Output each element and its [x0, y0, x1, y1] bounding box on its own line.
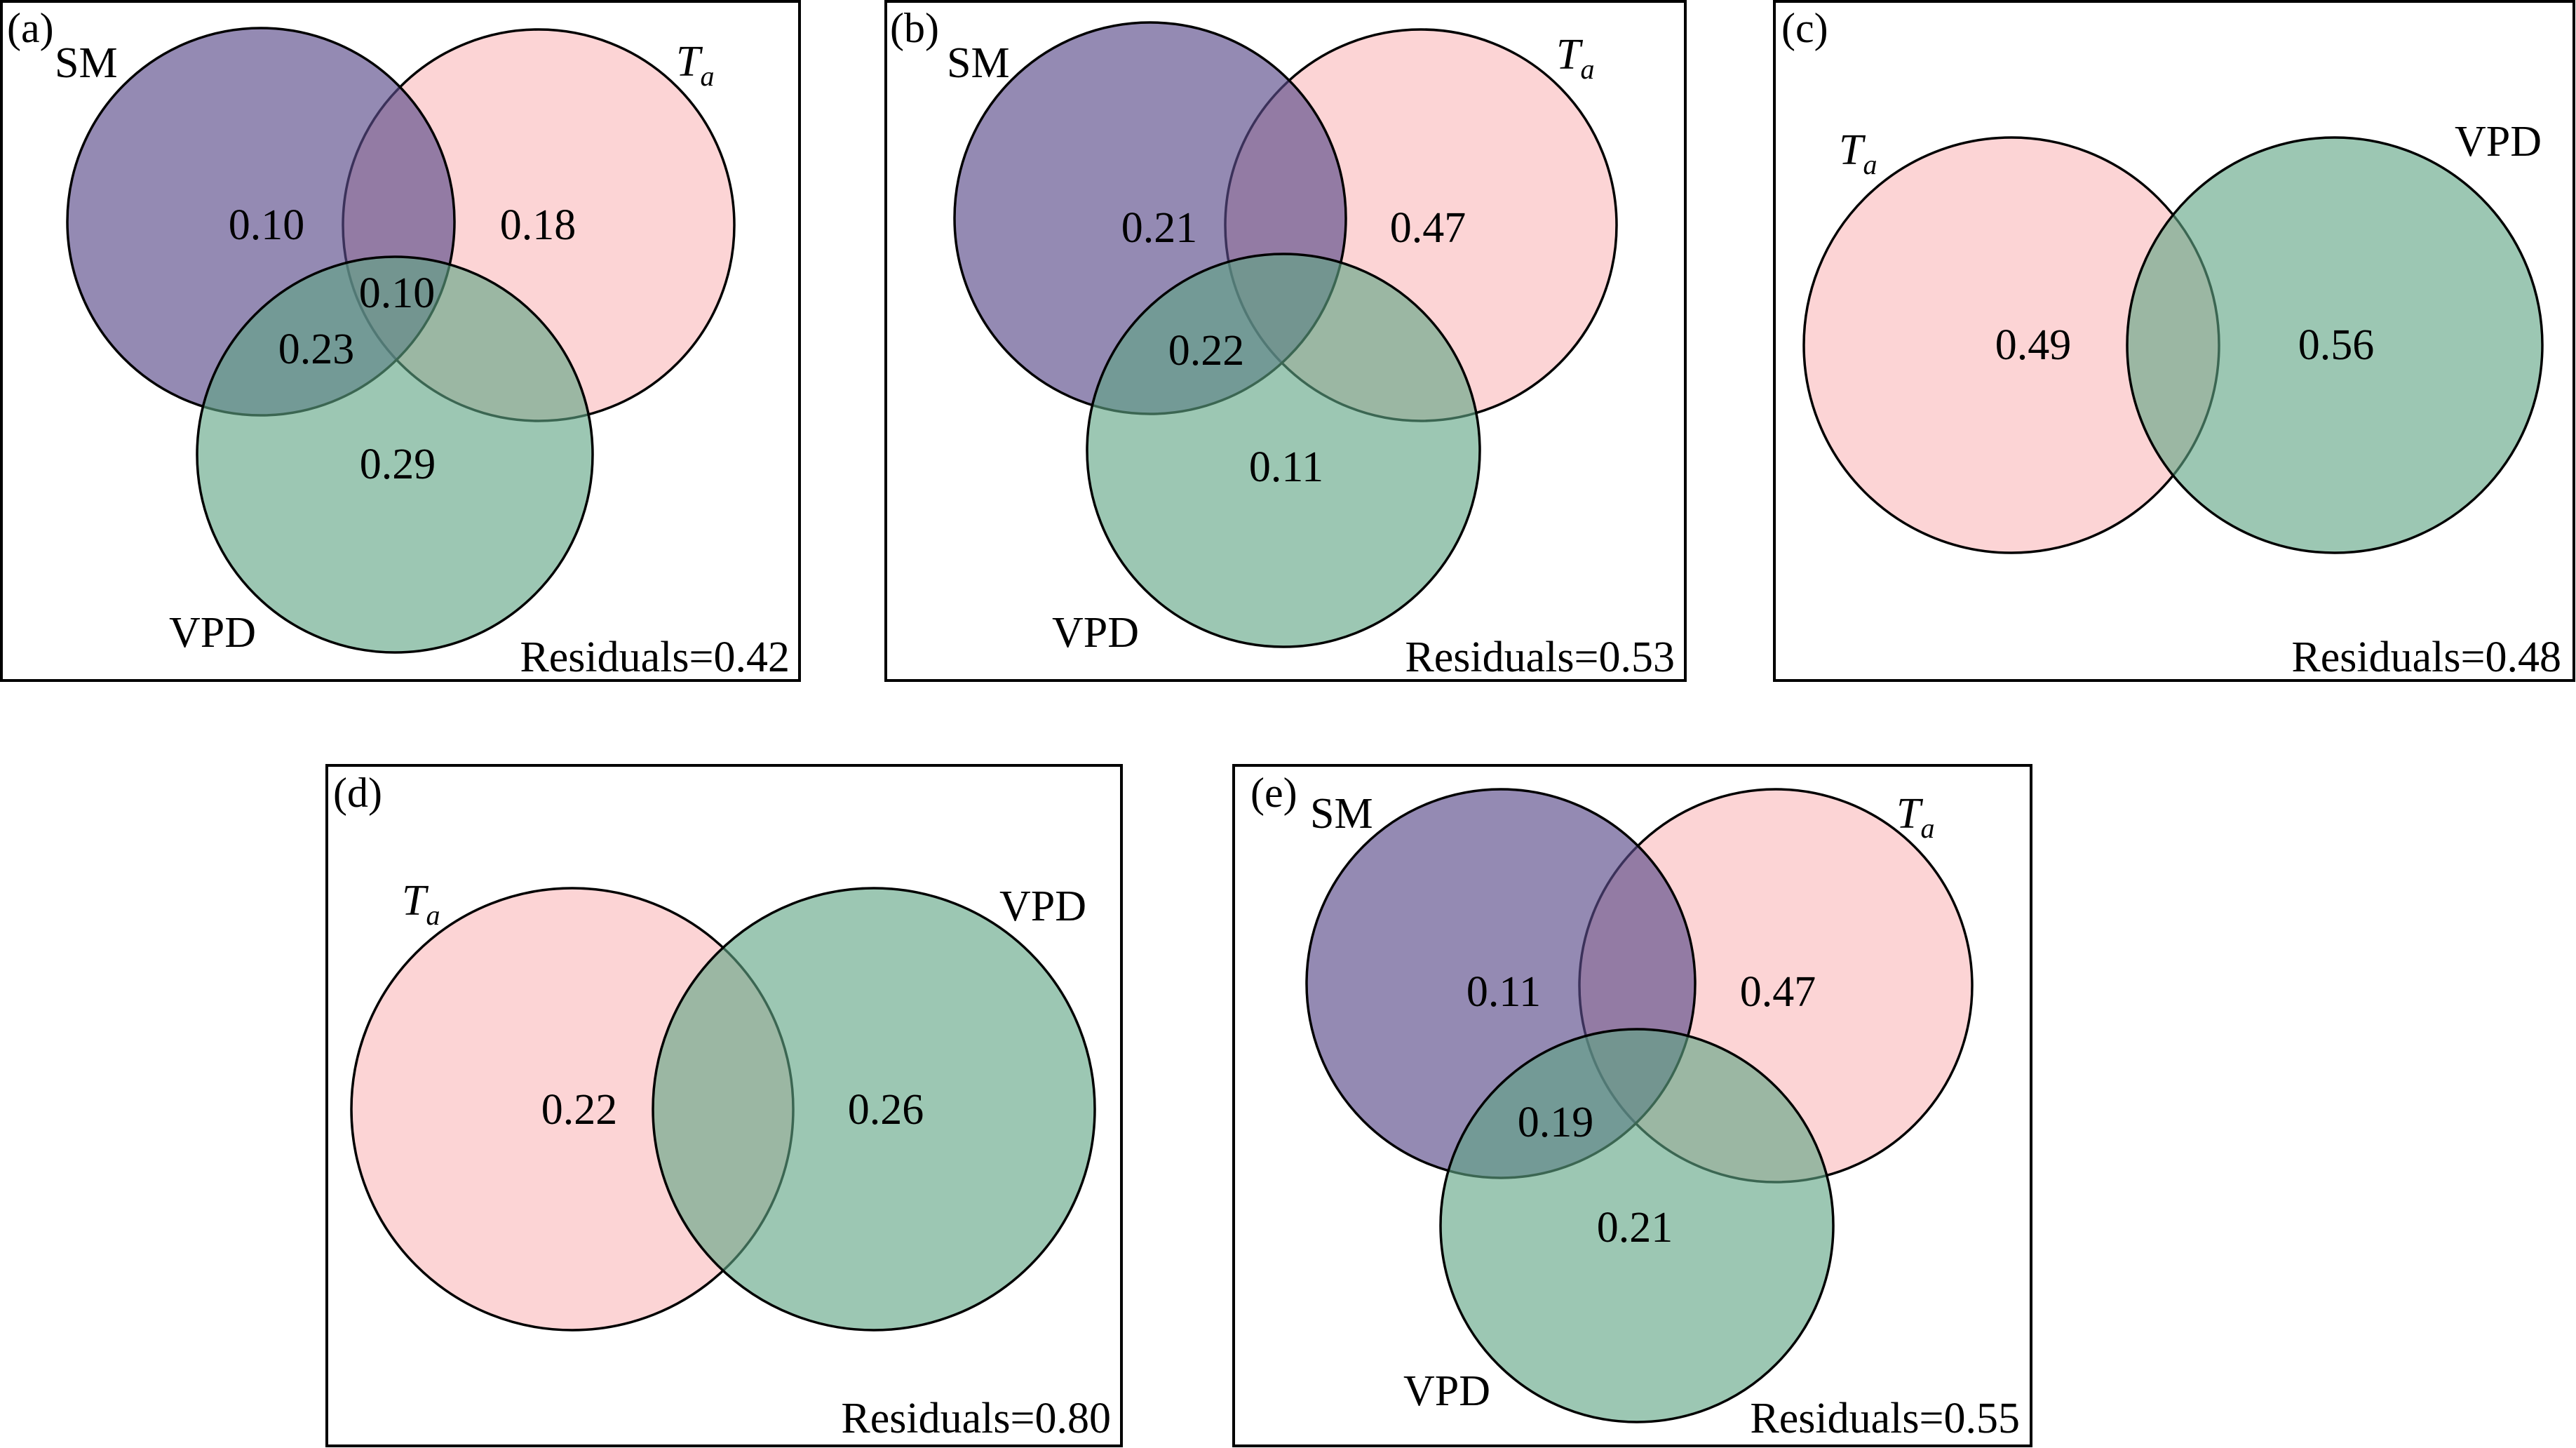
panel-d-ta-value: 0.22 [541, 1086, 618, 1134]
panel-c-frame [1773, 0, 2575, 682]
panel-e: (e) SM Ta VPD 0.11 0.47 0.19 0.21 Residu… [1232, 764, 2032, 1447]
panel-e-vpd-label: VPD [1403, 1367, 1490, 1415]
panel-c-tag: (c) [1781, 5, 1828, 51]
panel-e-sm-vpd-value: 0.19 [1518, 1099, 1594, 1146]
panel-a-sm-ta-vpd-value: 0.10 [359, 269, 436, 317]
panel-b-vpd-value: 0.11 [1249, 443, 1323, 491]
panel-a-vpd-circle [196, 255, 594, 654]
panel-a-tag: (a) [7, 5, 54, 51]
panel-d-vpd-circle [652, 887, 1096, 1332]
panel-b: (b) SM Ta VPD 0.21 0.47 0.22 0.11 Residu… [884, 0, 1687, 682]
panel-c-vpd-circle [2126, 136, 2544, 554]
panel-e-sm-value: 0.11 [1466, 968, 1541, 1016]
panel-c-ta-label: Ta [1839, 126, 1877, 180]
panel-a-ta-label: Ta [676, 38, 714, 92]
panel-d-tag: (d) [333, 770, 382, 816]
panel-e-vpd-value: 0.21 [1597, 1204, 1673, 1252]
panel-e-ta-label-main: T [1896, 790, 1924, 838]
panel-a-vpd-value: 0.29 [360, 441, 436, 488]
panel-b-residuals: Residuals=0.53 [1405, 634, 1675, 681]
panel-e-frame [1232, 764, 2032, 1447]
panel-d: (d) Ta VPD 0.22 0.26 Residuals=0.80 [325, 764, 1123, 1447]
panel-a: (a) SM Ta VPD 0.10 0.18 0.10 0.23 0.29 R… [0, 0, 801, 682]
panel-a-frame [0, 0, 801, 682]
panel-e-ta-value: 0.47 [1740, 968, 1816, 1016]
panel-d-ta-label-main: T [402, 877, 429, 925]
panel-b-ta-label: Ta [1556, 31, 1594, 85]
panel-b-ta-value: 0.47 [1390, 204, 1466, 252]
panel-b-sm-vpd-value: 0.22 [1168, 327, 1245, 375]
panel-d-frame [325, 764, 1123, 1447]
panel-e-tag: (e) [1250, 770, 1297, 816]
panel-b-frame [884, 0, 1687, 682]
panel-d-vpd-value: 0.26 [848, 1086, 924, 1134]
panel-a-ta-label-main: T [676, 38, 703, 86]
panel-c-vpd-value: 0.56 [2298, 321, 2375, 369]
panel-b-vpd-label: VPD [1052, 609, 1139, 657]
panel-b-ta-label-main: T [1556, 31, 1584, 79]
panel-b-sm-value: 0.21 [1121, 204, 1198, 252]
panel-b-ta-label-sub: a [1580, 53, 1594, 85]
panel-b-vpd-circle [1086, 253, 1481, 648]
panel-d-ta-label: Ta [402, 877, 440, 931]
panel-a-residuals: Residuals=0.42 [520, 634, 790, 681]
panel-d-ta-label-sub: a [426, 899, 440, 931]
panel-b-sm-label: SM [947, 39, 1010, 87]
panel-e-sm-label: SM [1310, 790, 1373, 838]
panel-c-vpd-label: VPD [2455, 118, 2542, 166]
panel-b-tag: (b) [890, 5, 939, 51]
panel-c: (c) Ta VPD 0.49 0.56 Residuals=0.48 [1773, 0, 2575, 682]
panel-e-vpd-circle [1439, 1028, 1835, 1423]
panel-e-residuals: Residuals=0.55 [1750, 1395, 2020, 1442]
panel-a-sm-vpd-value: 0.23 [278, 326, 355, 373]
panel-d-vpd-label: VPD [999, 883, 1086, 930]
panel-c-ta-label-sub: a [1863, 149, 1877, 180]
panel-a-sm-label: SM [55, 39, 118, 87]
panel-a-ta-value: 0.18 [500, 201, 576, 249]
panel-e-ta-label-sub: a [1920, 812, 1934, 844]
panel-d-residuals: Residuals=0.80 [841, 1395, 1111, 1442]
panel-a-vpd-label: VPD [169, 609, 256, 657]
panel-a-sm-value: 0.10 [229, 201, 305, 249]
panel-c-residuals: Residuals=0.48 [2291, 634, 2561, 681]
panel-a-ta-label-sub: a [700, 60, 714, 92]
panel-c-ta-label-main: T [1839, 126, 1866, 174]
panel-e-ta-label: Ta [1896, 790, 1934, 844]
panel-c-ta-value: 0.49 [1995, 321, 2072, 369]
